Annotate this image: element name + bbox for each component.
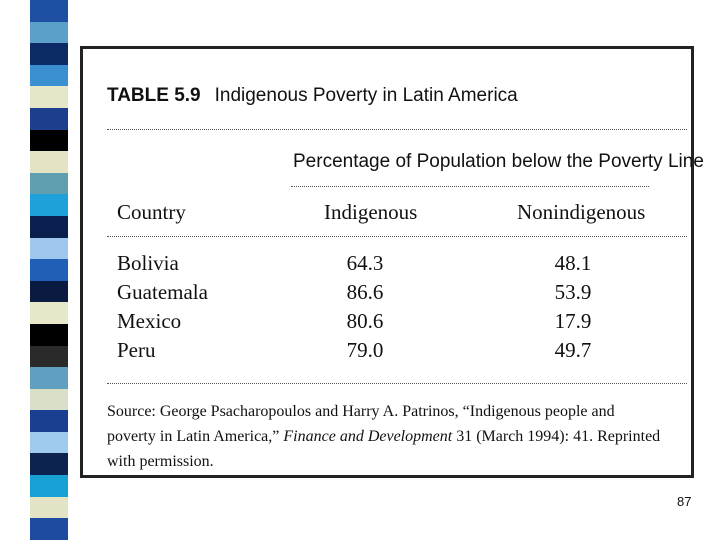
stripe-block	[30, 323, 68, 346]
indigenous-cell: 86.6	[346, 280, 384, 304]
stripe-block	[30, 151, 68, 173]
divider	[107, 383, 687, 384]
indigenous-cell: 80.6	[346, 309, 384, 333]
divider	[107, 236, 687, 237]
stripe-block	[30, 172, 68, 195]
stripe-block	[30, 280, 68, 303]
country-cell: Guatemala	[117, 280, 208, 304]
stripe-block	[30, 0, 68, 22]
country-cell: Mexico	[117, 309, 182, 333]
stripe-block	[30, 345, 68, 368]
nonindigenous-cell: 49.7	[554, 338, 592, 362]
table-title: TABLE 5.9 Indigenous Poverty in Latin Ame…	[107, 85, 518, 107]
stripe-block	[30, 388, 68, 411]
stripe-block	[30, 453, 68, 476]
table-title-text: Indigenous Poverty in Latin America	[214, 85, 518, 106]
stripe-block	[30, 129, 68, 152]
source-text: Source: George Psacharopoulos and Harry …	[107, 403, 615, 445]
country-cell: Bolivia	[117, 251, 179, 275]
stripe-block	[30, 43, 68, 65]
source-citation: 31 (March 1994): 41. Reprinted with perm…	[107, 428, 661, 470]
indigenous-cell: 64.3	[346, 251, 384, 275]
stripe-block	[30, 215, 68, 238]
divider	[291, 186, 649, 187]
stripe-block	[30, 431, 68, 454]
stripe-block	[30, 86, 68, 108]
page-number: 87	[677, 494, 692, 509]
stripe-block	[30, 259, 68, 281]
stripe-block	[30, 194, 68, 216]
stripe-block	[30, 496, 68, 519]
column-header-indigenous: Indigenous	[324, 200, 418, 224]
source-note: Source: George Psacharopoulos and Harry …	[107, 399, 667, 474]
column-header-nonindigenous: Nonindigenous	[517, 200, 646, 224]
stripe-block	[30, 237, 68, 260]
stripe-block	[30, 475, 68, 497]
stripe-block	[30, 410, 68, 432]
stripe-block	[30, 21, 68, 44]
stripe-block	[30, 518, 68, 540]
divider	[107, 129, 687, 130]
stripe-block	[30, 302, 68, 324]
nonindigenous-cell: 48.1	[554, 251, 592, 275]
table-number: TABLE 5.9	[107, 85, 201, 106]
nonindigenous-cell: 17.9	[554, 309, 592, 333]
country-cell: Peru	[117, 338, 156, 362]
table-panel: TABLE 5.9 Indigenous Poverty in Latin Ame…	[80, 46, 704, 478]
column-header-country: Country	[117, 200, 186, 224]
indigenous-cell: 79.0	[346, 338, 384, 362]
stripe-block	[30, 367, 68, 389]
column-group-heading: Percentage of Population below the Pover…	[293, 151, 704, 172]
stripe-block	[30, 64, 68, 87]
stripe-block	[30, 107, 68, 130]
source-journal: Finance and Development	[283, 428, 453, 445]
decorative-stripe	[30, 0, 68, 540]
nonindigenous-cell: 53.9	[554, 280, 592, 304]
